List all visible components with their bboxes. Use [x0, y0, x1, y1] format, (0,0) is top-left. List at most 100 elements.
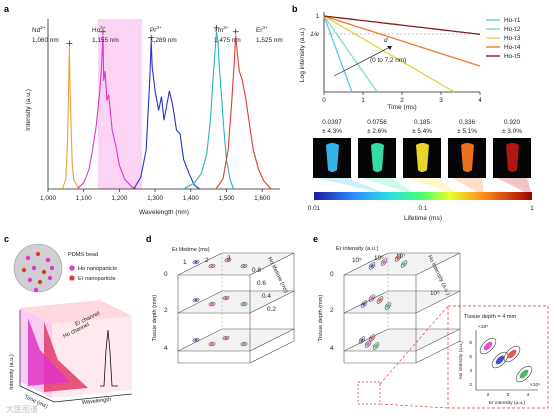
a-ion-label-tm: Tm3+	[214, 25, 229, 34]
b-curve-Ho-τ4	[323, 15, 481, 67]
b-curve-Ho-τ1	[323, 15, 353, 93]
e-cluster	[382, 260, 386, 264]
d-cluster	[210, 302, 214, 306]
ho-highlight-band	[98, 19, 142, 189]
b-curve-Ho-τ2	[323, 15, 378, 93]
a-spectrum-nd	[61, 47, 81, 190]
d-cluster	[210, 264, 214, 268]
b-image-error: ± 4.3%	[322, 128, 342, 135]
d-cluster-outline	[192, 297, 200, 303]
b-image-sample	[416, 143, 429, 172]
box-edge	[249, 340, 295, 364]
e-inset-xlabel: Er intensity (a.u.)	[489, 400, 526, 406]
a-peak-wavelength-nd: 1,060 nm	[32, 37, 59, 44]
a-peak-wavelength-pr: 1,289 nm	[150, 37, 177, 44]
panel-a: a Intensity (a.u.) Wavelength (nm) 1,000…	[4, 4, 283, 216]
e-cluster-outline	[358, 336, 366, 344]
b-d-arrowhead	[387, 46, 392, 50]
panel-c: c PDMS bead Ho nanoparticle Er nanoparti…	[4, 234, 133, 410]
c-x-axis	[19, 385, 55, 403]
e-zoom-region	[357, 381, 381, 405]
d-top-tick-3: 3	[227, 255, 231, 262]
d-cluster	[242, 302, 246, 306]
a-xtick-label: 1,500	[218, 195, 234, 202]
a-xtick-label: 1,100	[76, 195, 92, 202]
panel-b: b Log intensity (a.u.) 1 1/e Time (ms) 0…	[292, 4, 534, 222]
a-peak-wavelength-tm: 1,475 nm	[214, 37, 241, 44]
e-cluster	[374, 344, 378, 348]
a-xtick-label: 1,400	[183, 195, 199, 202]
b-image-colorbar-link	[362, 178, 413, 192]
d-depth-tick-4: 4	[164, 345, 168, 352]
d-cluster	[242, 342, 246, 346]
d-cluster	[226, 258, 230, 262]
e-clusters	[357, 254, 408, 405]
b-cbar-tick-1: 0.01	[308, 205, 321, 212]
e-inset-title: Tissue depth = 4 mm	[464, 314, 517, 320]
e-inset-ytick-1: 2	[469, 382, 472, 388]
e-inset-cluster-outline	[503, 345, 521, 363]
c-z-label: Intensity (a.u.)	[9, 354, 15, 390]
a-ion-label-er: Er3+	[256, 25, 268, 34]
e-cluster	[360, 338, 364, 342]
e-cluster	[396, 256, 400, 260]
a-ion-charge: 3+	[156, 25, 162, 30]
b-curve-Ho-τ3	[323, 15, 455, 93]
b-legend-label: Ho-τ5	[504, 53, 521, 60]
e-cluster-outline	[372, 342, 380, 350]
e-depth-tick-4: 4	[330, 345, 334, 352]
a-spectrum-pr	[133, 41, 201, 190]
d-cluster-outline	[192, 259, 200, 265]
d-cluster-outline	[192, 337, 200, 343]
bead-nanoparticle	[35, 251, 41, 257]
e-inset-yscale: ×10⁵	[478, 324, 488, 330]
b-d-range: (0 to 7.2 nm)	[370, 57, 406, 64]
b-cbar-tick-3: 1	[530, 205, 534, 212]
b-ytick-1: 1	[315, 13, 319, 20]
b-image-sample	[506, 143, 519, 172]
b-cbar-label: Lifetime (ms)	[404, 215, 442, 222]
e-cluster	[370, 296, 374, 300]
b-image-sample	[371, 143, 384, 172]
a-xtick-label: 1,300	[147, 195, 163, 202]
d-right-axis-label: Ho lifetime (ms)	[266, 256, 289, 294]
bead-nanoparticle	[31, 265, 37, 271]
b-xtick-label: 3	[439, 97, 443, 104]
b-image-sample	[326, 143, 339, 172]
d-cluster-outline	[240, 263, 248, 269]
panel-letter-c: c	[4, 234, 9, 244]
d-3d-box	[177, 252, 295, 364]
e-cluster	[402, 262, 406, 266]
b-image-error: ± 5.1%	[457, 128, 477, 135]
panel-letter-b: b	[292, 4, 298, 14]
d-cluster	[224, 296, 228, 300]
b-image-sample	[461, 143, 474, 172]
b-ylabel: Log intensity (a.u.)	[299, 28, 306, 82]
d-depth-tick-0: 0	[164, 271, 168, 278]
e-cluster	[370, 264, 374, 268]
b-image-colorbar-link	[497, 178, 532, 192]
d-top-tick-1: 1	[183, 259, 187, 266]
a-ion-charge: 3+	[262, 25, 268, 30]
a-xtick-label: 1,200	[111, 195, 127, 202]
e-depth-tick-2: 2	[330, 307, 334, 314]
e-cluster-outline	[368, 294, 376, 302]
e-inset-ytick-4: 8	[469, 340, 472, 346]
e-cluster-outline	[384, 302, 392, 310]
e-top-axis-label: Er intensity (a.u.)	[336, 246, 378, 252]
bead-nanoparticle	[25, 255, 31, 261]
bead-label: PDMS bead	[68, 252, 98, 258]
d-depth-label: Tissue depth (mm)	[152, 295, 158, 342]
bead-nanoparticle	[49, 265, 55, 271]
a-peak-labels: Nd3+ 1,060 nm Ho3+ 1,155 nm Pr3+ 1,289 nm Tm3+…	[32, 24, 283, 47]
b-cbar-tick-2: 0.1	[419, 205, 428, 212]
b-xtick-label: 4	[478, 97, 482, 104]
d-right-tick-2: 0.6	[257, 280, 266, 287]
e-inset-frame	[447, 305, 549, 409]
b-colorbar	[314, 192, 532, 200]
b-xtick-label: 0	[322, 97, 326, 104]
a-ylabel: Intensity (a.u.)	[25, 89, 32, 131]
c-y-axis	[53, 393, 133, 403]
a-ion-charge: 3+	[40, 25, 46, 30]
b-xtick-label: 2	[400, 97, 404, 104]
